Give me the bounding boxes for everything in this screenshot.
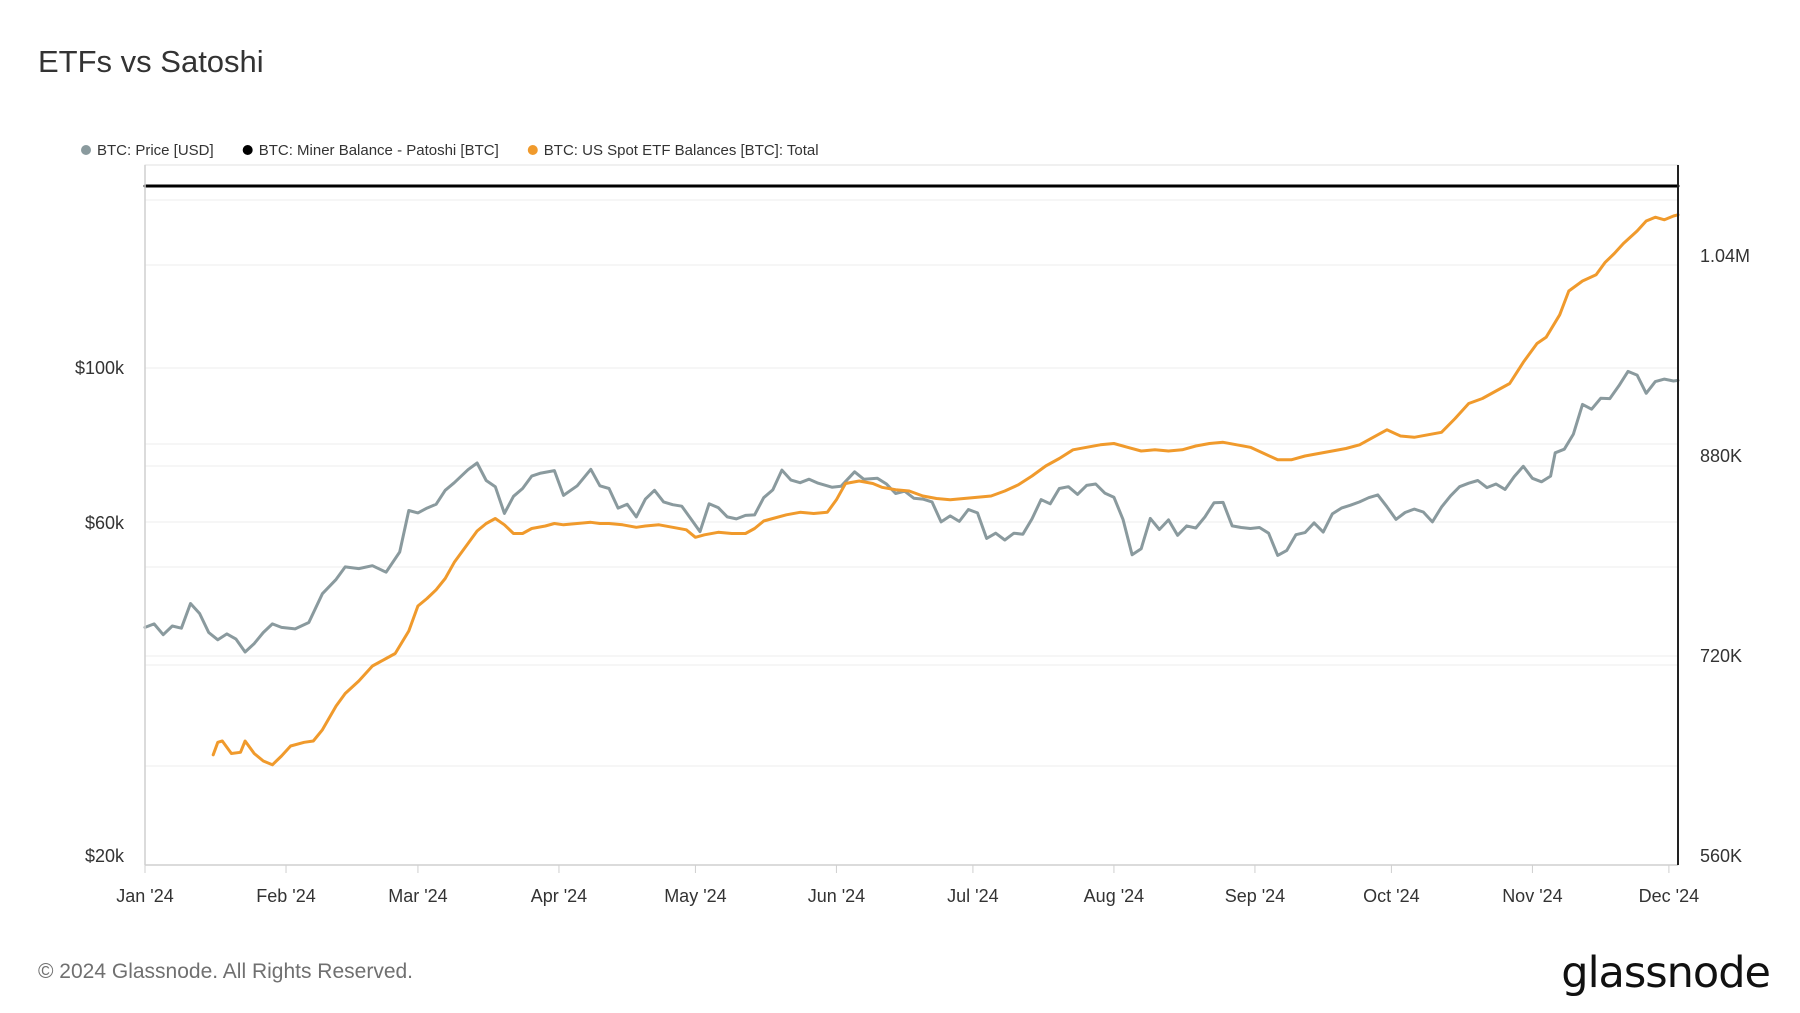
legend-marker-1 [242,145,253,155]
grid-lines [145,199,1678,767]
legend-label-1[interactable]: BTC: Miner Balance - Patoshi [BTC] [259,142,499,159]
x-tick-label: Oct '24 [1363,886,1419,906]
y-left-tick-label: $60k [85,513,125,533]
legend-marker-0 [81,145,91,155]
x-tick-label: Feb '24 [256,886,315,906]
y-left-tick-label: $20k [85,846,125,866]
plot-frame [144,164,1679,866]
legend-label-2[interactable]: BTC: US Spot ETF Balances [BTC]: Total [544,142,819,159]
y-right-tick-label: 880K [1700,446,1742,466]
glassnode-logo: glassnode [1561,948,1771,998]
x-tick-label: Aug '24 [1084,886,1145,906]
x-tick-label: Sep '24 [1225,886,1286,906]
legend-marker-2 [527,145,538,155]
copyright-footer: © 2024 Glassnode. All Rights Reserved. [38,960,414,983]
x-tick-label: Jul '24 [947,886,998,906]
y-right-tick-label: 1.04M [1700,246,1750,266]
y-right-tick-label: 720K [1700,646,1742,666]
series-line-0[interactable] [143,369,1680,654]
axes: Jan '24 Feb '24 Mar '24 Apr '24 May '24 Jun '… [75,164,1750,906]
x-tick-label: Jan '24 [116,886,173,906]
y-left-tick-label: $100k [75,358,125,378]
chart-title: ETFs vs Satoshi [38,44,264,79]
y-right-tick-label: 560K [1700,846,1742,866]
legend-label-0[interactable]: BTC: Price [USD] [97,142,214,159]
x-tick-label: Mar '24 [388,886,447,906]
series-line-2[interactable] [211,213,1680,767]
plot-area[interactable] [143,184,1680,767]
x-tick-label: Dec '24 [1639,886,1699,906]
x-tick-label: Jun '24 [808,886,865,906]
x-tick-label: Nov '24 [1502,886,1562,906]
x-tick-label: May '24 [664,886,726,906]
legend: BTC: Price [USD] BTC: Miner Balance - Pat… [81,142,819,159]
x-tick-label: Apr '24 [531,886,587,906]
